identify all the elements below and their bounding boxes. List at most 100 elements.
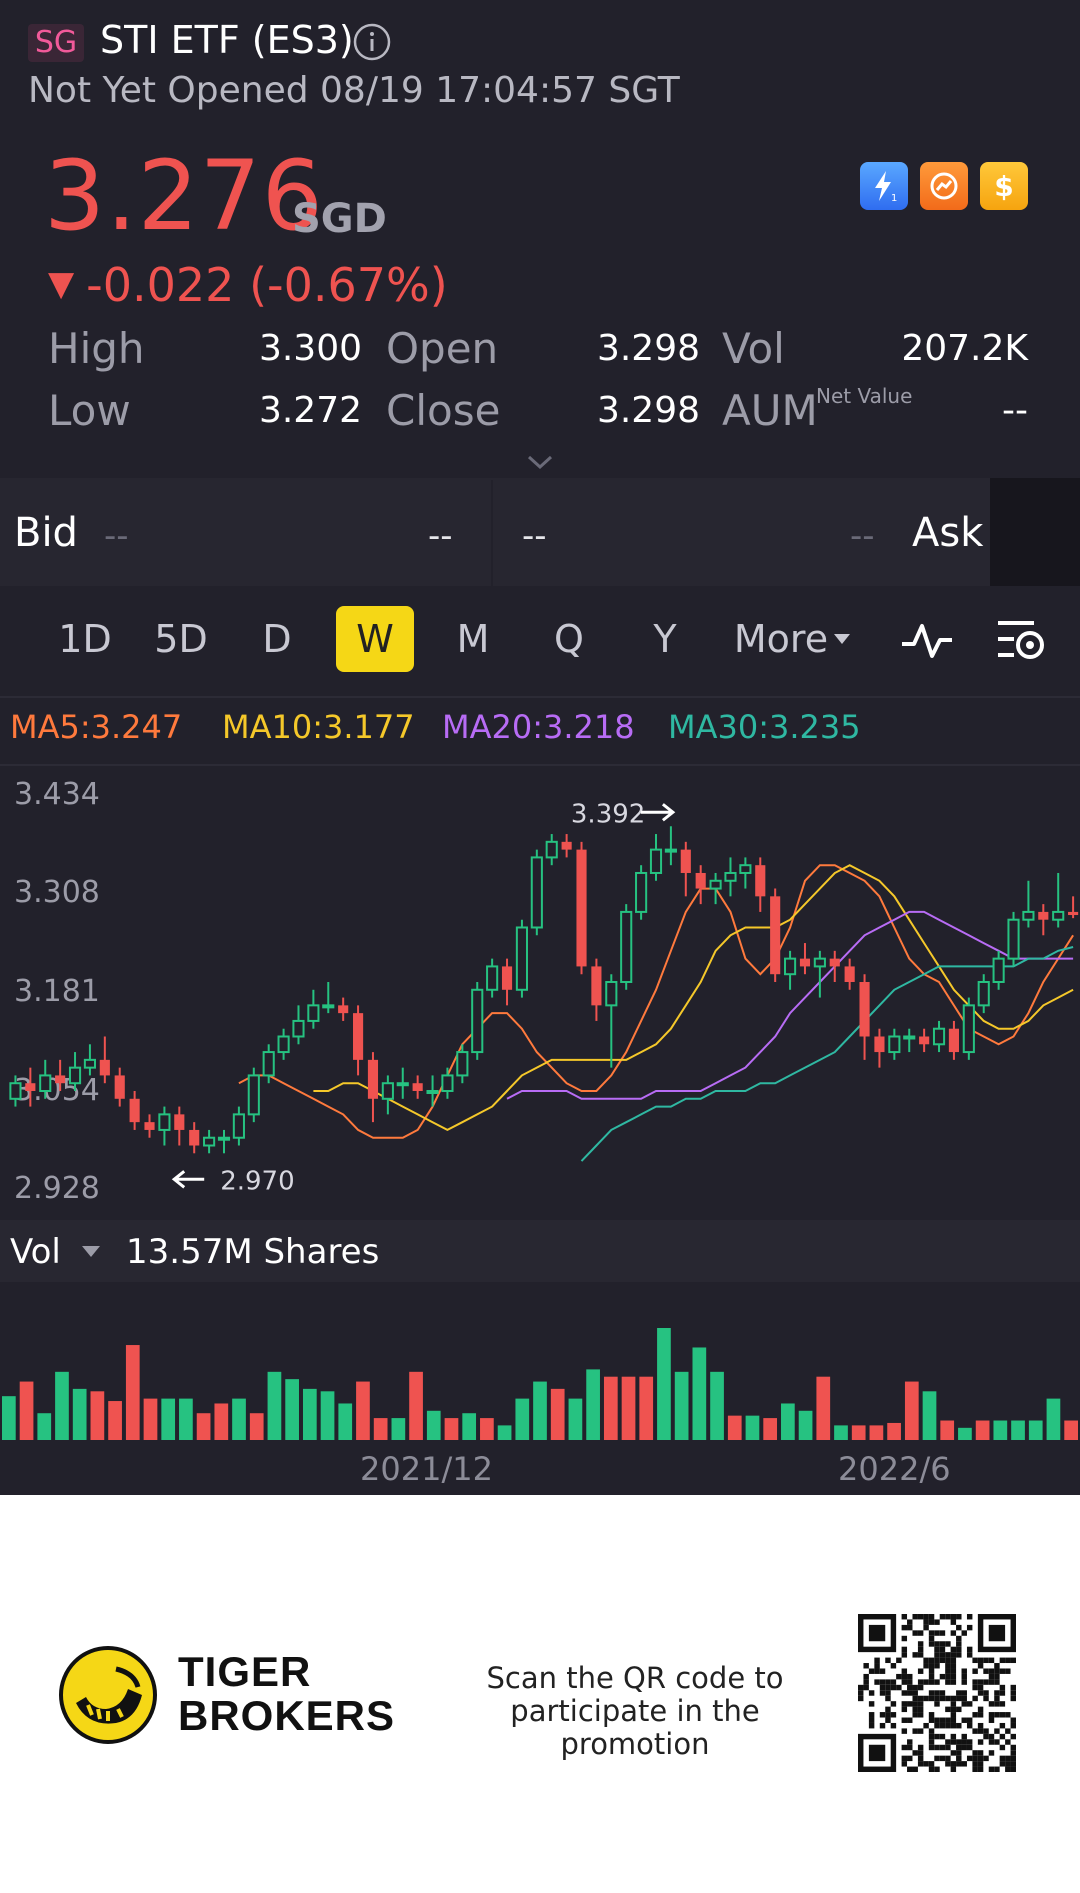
volume-bar: [214, 1403, 229, 1440]
qr-module: [885, 1657, 891, 1664]
qr-module: [950, 1646, 957, 1653]
candle: [353, 1005, 364, 1076]
candle: [471, 981, 484, 1060]
lightning-level1-icon[interactable]: 1: [860, 162, 908, 210]
tab-q[interactable]: Q: [554, 617, 584, 661]
candle: [338, 997, 349, 1021]
trade-icon[interactable]: [920, 162, 968, 210]
qr-module: [977, 1679, 984, 1685]
candle-body: [635, 871, 648, 913]
tab-d[interactable]: D: [262, 617, 292, 661]
info-icon[interactable]: [352, 22, 392, 62]
qr-module: [917, 1679, 924, 1685]
qr-module: [939, 1755, 946, 1762]
candle-body: [1038, 911, 1049, 920]
qr-module: [901, 1690, 908, 1696]
caret-down-icon[interactable]: [82, 1246, 100, 1257]
brand-line2: BROKERS: [178, 1692, 396, 1739]
qr-module: [917, 1652, 924, 1658]
volume-bar: [37, 1413, 52, 1440]
tab-w[interactable]: W: [336, 606, 414, 672]
tab-m[interactable]: M: [456, 617, 490, 661]
qr-module: [939, 1733, 946, 1740]
qr-module: [966, 1755, 973, 1762]
volume-bar: [975, 1420, 990, 1440]
qr-code[interactable]: [858, 1614, 1016, 1772]
chart-settings-icon[interactable]: [996, 616, 1048, 666]
candle: [561, 834, 572, 858]
qr-module: [868, 1712, 875, 1718]
qr-module: [956, 1646, 962, 1653]
candle: [829, 950, 840, 982]
volume-bar: [232, 1398, 246, 1440]
dollar-icon[interactable]: $: [980, 162, 1028, 210]
more-dropdown[interactable]: More: [732, 606, 852, 672]
candle: [724, 857, 737, 897]
candle-body: [591, 966, 602, 1006]
qr-module: [901, 1624, 908, 1631]
ma10-line: [313, 864, 1074, 1132]
qr-module: [950, 1717, 957, 1723]
y-tick-label: 3.434: [14, 777, 100, 812]
candle: [144, 1114, 155, 1138]
tab-y[interactable]: Y: [653, 617, 677, 661]
qr-module: [912, 1614, 918, 1620]
qr-module: [950, 1679, 957, 1685]
tab-1d[interactable]: 1D: [58, 617, 112, 661]
volume-bar: [426, 1410, 441, 1440]
qr-module: [901, 1668, 908, 1674]
chevron-down-icon[interactable]: [526, 452, 554, 472]
tab-5d[interactable]: 5D: [154, 617, 208, 661]
candle: [874, 1028, 885, 1068]
qr-module: [977, 1728, 984, 1734]
candle: [486, 958, 499, 998]
qr-module: [939, 1652, 946, 1658]
qr-module: [928, 1663, 935, 1669]
qr-module: [928, 1733, 935, 1740]
qr-module: [912, 1728, 918, 1734]
qr-module: [961, 1668, 967, 1674]
qr-module: [1005, 1668, 1011, 1674]
candle: [591, 958, 602, 1021]
candle: [635, 865, 648, 920]
candle-body: [412, 1083, 423, 1092]
candle-body: [292, 1019, 305, 1038]
candle-body: [144, 1122, 155, 1130]
candle-body: [456, 1051, 469, 1077]
qr-module: [912, 1766, 918, 1772]
qr-module: [912, 1630, 918, 1636]
qr-module: [928, 1728, 935, 1734]
candle: [799, 943, 811, 975]
qr-module: [901, 1635, 908, 1642]
indicator-icon[interactable]: [900, 616, 954, 664]
qr-module: [879, 1684, 886, 1691]
volume-bar: [143, 1398, 158, 1440]
qr-module: [923, 1624, 929, 1631]
qr-module: [934, 1652, 940, 1658]
qr-module: [977, 1712, 984, 1718]
volume-bar: [1064, 1420, 1078, 1440]
volume-bar: [285, 1379, 299, 1440]
qr-module: [945, 1722, 951, 1729]
qr-module: [868, 1690, 875, 1696]
candle: [813, 950, 826, 998]
volume-label[interactable]: Vol: [10, 1232, 61, 1272]
volume-bar: [922, 1391, 937, 1440]
qr-module: [972, 1766, 978, 1772]
candle: [1007, 911, 1020, 967]
candle-body: [649, 848, 663, 874]
qr-module: [950, 1761, 957, 1767]
low-label: Low: [48, 386, 131, 435]
qr-module: [950, 1630, 957, 1636]
volume-bar: [745, 1415, 760, 1440]
volume-bar: [444, 1418, 459, 1440]
volume-bar: [851, 1425, 866, 1440]
candle: [664, 826, 677, 866]
qr-module: [939, 1673, 946, 1680]
bid-ask-divider: [491, 480, 493, 586]
qr-module: [966, 1739, 973, 1745]
candle: [501, 958, 513, 1006]
qr-module: [950, 1673, 957, 1680]
candle-body: [829, 958, 840, 967]
